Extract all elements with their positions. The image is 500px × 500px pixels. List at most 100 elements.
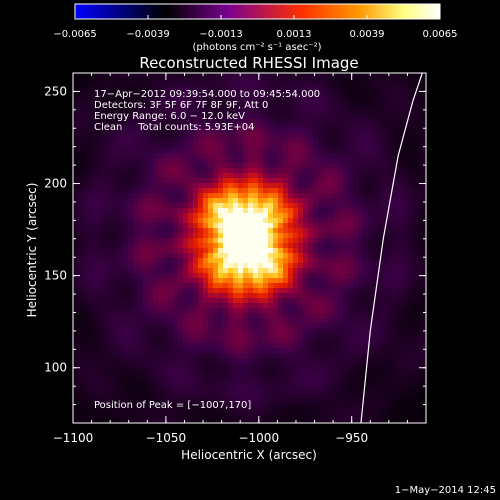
heatmap-cell	[413, 388, 418, 393]
heatmap-cell	[278, 278, 283, 283]
heatmap-cell	[228, 78, 233, 83]
heatmap-cell	[378, 233, 383, 238]
heatmap-cell	[153, 253, 158, 258]
heatmap-cell	[108, 133, 113, 138]
heatmap-cell	[418, 173, 423, 178]
heatmap-cell	[343, 243, 348, 248]
heatmap-cell	[153, 103, 158, 108]
heatmap-cell	[113, 398, 118, 403]
heatmap-cell	[223, 393, 228, 398]
heatmap-cell	[138, 198, 143, 203]
heatmap-cell	[108, 143, 113, 148]
heatmap-cell	[228, 138, 233, 143]
heatmap-cell	[223, 348, 228, 353]
heatmap-cell	[83, 253, 88, 258]
heatmap-cell	[278, 388, 283, 393]
heatmap-cell	[203, 388, 208, 393]
heatmap-cell	[198, 343, 203, 348]
heatmap-cell	[178, 308, 183, 313]
heatmap-cell	[383, 328, 388, 333]
heatmap-cell	[268, 203, 273, 208]
heatmap-cell	[423, 198, 426, 203]
heatmap-cell	[258, 338, 263, 343]
heatmap-cell	[193, 183, 198, 188]
heatmap-cell	[373, 213, 378, 218]
heatmap-cell	[203, 258, 208, 263]
heatmap-cell	[243, 228, 248, 233]
heatmap-cell	[168, 368, 173, 373]
heatmap-cell	[113, 103, 118, 108]
heatmap-cell	[203, 298, 208, 303]
heatmap-cell	[108, 273, 113, 278]
heatmap-cell	[168, 283, 173, 288]
heatmap-cell	[188, 133, 193, 138]
heatmap-cell	[388, 98, 393, 103]
heatmap-cell	[213, 323, 218, 328]
heatmap-cell	[153, 163, 158, 168]
heatmap-cell	[308, 73, 313, 78]
heatmap-cell	[183, 373, 188, 378]
heatmap-cell	[178, 193, 183, 198]
heatmap-cell	[73, 378, 78, 383]
heatmap-cell	[178, 218, 183, 223]
heatmap-cell	[198, 388, 203, 393]
heatmap-cell	[308, 188, 313, 193]
heatmap-cell	[188, 228, 193, 233]
heatmap-cell	[308, 263, 313, 268]
heatmap-cell	[408, 408, 413, 413]
heatmap-cell	[403, 183, 408, 188]
heatmap-cell	[198, 178, 203, 183]
heatmap-cell	[338, 98, 343, 103]
heatmap-cell	[278, 378, 283, 383]
heatmap-cell	[178, 118, 183, 123]
heatmap-cell	[83, 228, 88, 233]
heatmap-cell	[358, 93, 363, 98]
heatmap-cell	[348, 78, 353, 83]
heatmap-cell	[223, 358, 228, 363]
heatmap-cell	[193, 158, 198, 163]
heatmap-cell	[348, 293, 353, 298]
heatmap-cell	[138, 228, 143, 233]
heatmap-cell	[303, 273, 308, 278]
heatmap-cell	[228, 343, 233, 348]
heatmap-cell	[343, 128, 348, 133]
heatmap-cell	[283, 258, 288, 263]
heatmap-cell	[363, 123, 368, 128]
heatmap-cell	[233, 313, 238, 318]
heatmap-cell	[418, 303, 423, 308]
heatmap-cell	[378, 273, 383, 278]
heatmap-cell	[193, 78, 198, 83]
heatmap-cell	[413, 398, 418, 403]
heatmap-cell	[398, 298, 403, 303]
heatmap-cell	[153, 83, 158, 88]
heatmap-cell	[313, 213, 318, 218]
heatmap-cell	[248, 323, 253, 328]
heatmap-cell	[418, 283, 423, 288]
heatmap-cell	[153, 388, 158, 393]
heatmap-cell	[408, 368, 413, 373]
heatmap-cell	[148, 298, 153, 303]
heatmap-cell	[148, 353, 153, 358]
heatmap-cell	[358, 73, 363, 78]
heatmap-cell	[103, 108, 108, 113]
heatmap-cell	[298, 238, 303, 243]
heatmap-cell	[73, 388, 78, 393]
heatmap-cell	[128, 233, 133, 238]
heatmap-cell	[203, 383, 208, 388]
heatmap-cell	[308, 338, 313, 343]
heatmap-cell	[208, 313, 213, 318]
heatmap-cell	[338, 418, 343, 423]
heatmap-cell	[183, 133, 188, 138]
heatmap-cell	[183, 143, 188, 148]
heatmap-cell	[78, 343, 83, 348]
heatmap-cell	[218, 153, 223, 158]
heatmap-cell	[238, 218, 243, 223]
heatmap-cell	[118, 93, 123, 98]
heatmap-cell	[383, 93, 388, 98]
heatmap-cell	[228, 103, 233, 108]
heatmap-cell	[253, 123, 258, 128]
heatmap-cell	[403, 408, 408, 413]
heatmap-cell	[303, 233, 308, 238]
colorbar	[74, 3, 441, 20]
heatmap-cell	[238, 263, 243, 268]
